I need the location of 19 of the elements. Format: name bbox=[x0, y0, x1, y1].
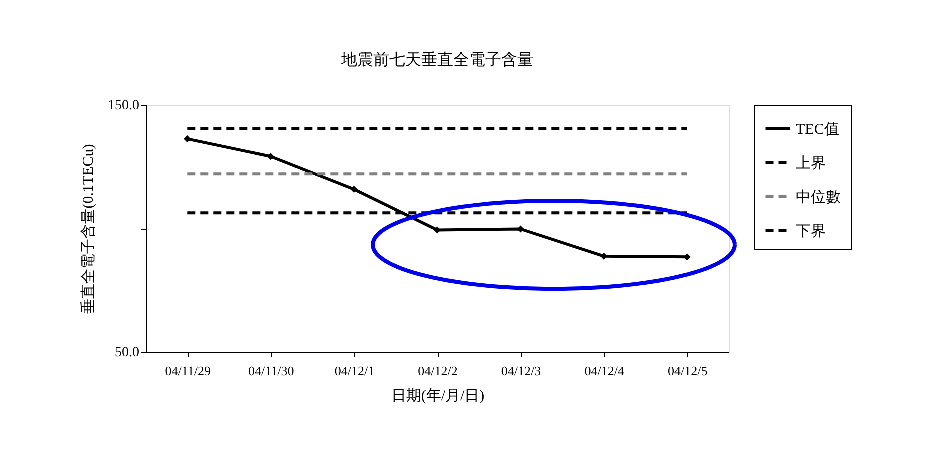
x-axis-title: 日期(年/月/日) bbox=[391, 388, 485, 404]
x-tick-label: 04/12/1 bbox=[334, 364, 375, 378]
point bbox=[267, 153, 274, 160]
x-tick-label: 04/12/3 bbox=[501, 364, 542, 378]
x-tick-label: 04/11/29 bbox=[165, 364, 212, 378]
legend-label: 上界 bbox=[796, 155, 826, 172]
x-tick-label: 04/11/30 bbox=[248, 364, 294, 378]
chart-title: 地震前七天垂直全電子含量 bbox=[340, 51, 534, 69]
legend-label: TEC值 bbox=[796, 122, 840, 138]
y-tick-label: 150.0 bbox=[108, 98, 140, 114]
legend-label: 下界 bbox=[796, 224, 826, 240]
x-tick-label: 04/12/5 bbox=[668, 364, 708, 378]
point bbox=[350, 186, 358, 194]
y-tick-label: 50.0 bbox=[115, 346, 140, 360]
y-axis-title: 垂直全電子含量(0.1TECu) bbox=[80, 144, 97, 314]
x-tick-label: 04/12/4 bbox=[584, 364, 625, 378]
legend-label: 中位數 bbox=[796, 189, 841, 206]
x-tick-label: 04/12/2 bbox=[418, 364, 458, 378]
point bbox=[184, 136, 192, 143]
